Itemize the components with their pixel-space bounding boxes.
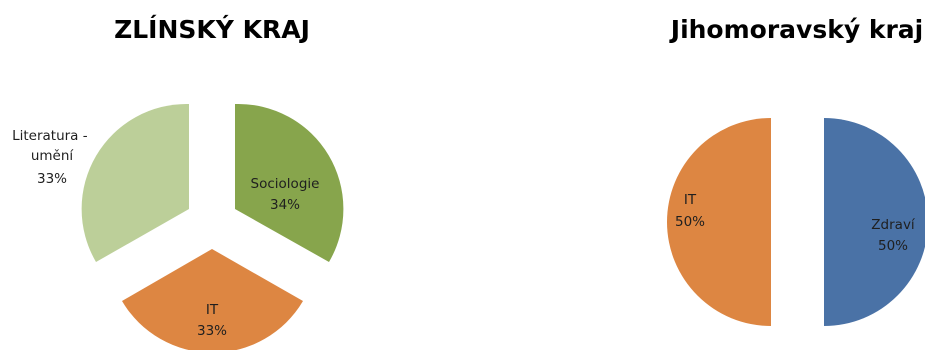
slice-percent-sociologie: 34% xyxy=(270,197,300,213)
slice-label-literatura-line1: Literatura - xyxy=(12,128,88,144)
chart-jihomoravsky: Jihomoravský kraj IT 50% Zdraví 50% xyxy=(667,15,925,326)
slice-label-it-zlinsky: IT xyxy=(206,302,219,318)
slice-percent-zdravi: 50% xyxy=(878,238,908,254)
pie-slice-literatura[interactable] xyxy=(81,103,189,262)
slice-percent-it-zlinsky: 33% xyxy=(197,323,227,339)
chart-title-jihomoravsky: Jihomoravský kraj xyxy=(669,15,923,44)
slice-percent-it-jihomoravsky: 50% xyxy=(675,214,705,230)
slice-percent-literatura: 33% xyxy=(37,171,67,187)
slice-label-it-jihomoravsky: IT xyxy=(684,192,697,208)
chart-zlinsky: ZLÍNSKÝ KRAJ Sociologie 34% IT 33% Liter… xyxy=(12,14,344,350)
slice-label-zdravi: Zdraví xyxy=(871,217,916,233)
pie-slice-it-jihomoravsky[interactable] xyxy=(667,118,771,326)
pie-slice-it-zlinsky[interactable] xyxy=(122,249,303,350)
pie-slice-zdravi[interactable] xyxy=(824,118,925,326)
pie-slice-sociologie[interactable] xyxy=(235,103,344,262)
slice-label-sociologie: Sociologie xyxy=(251,176,320,192)
slice-label-literatura: Literatura - umění xyxy=(12,128,92,164)
chart-title-zlinsky: ZLÍNSKÝ KRAJ xyxy=(114,14,310,44)
slice-label-literatura-line2: umění xyxy=(31,148,75,164)
